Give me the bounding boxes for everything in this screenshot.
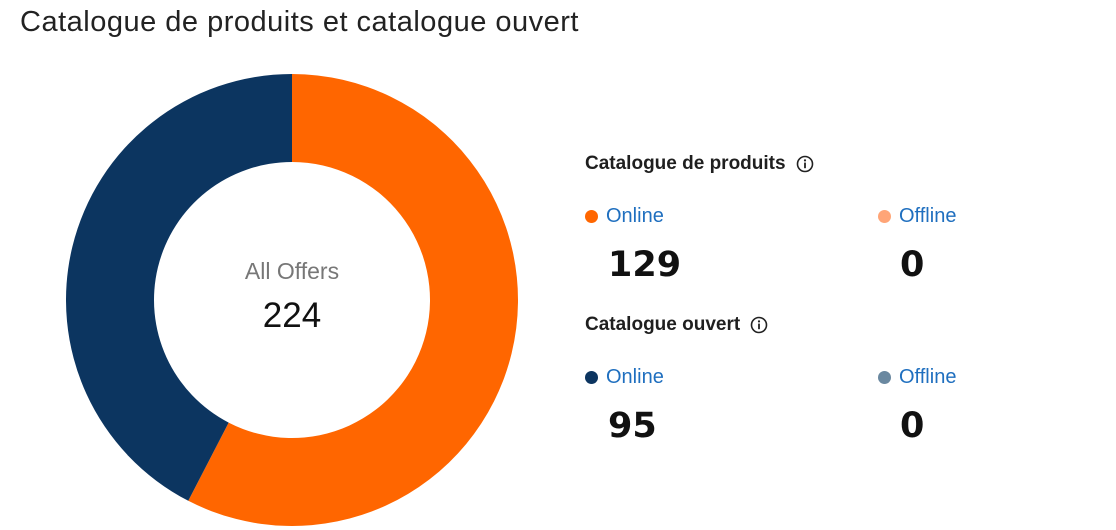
section-title-catalogue-produits: Catalogue de produits bbox=[585, 153, 814, 175]
donut-slice-catalogue-ouvert[interactable] bbox=[66, 74, 292, 501]
legend-label: Offline bbox=[899, 205, 957, 227]
legend-ouvert-offline[interactable]: Offline bbox=[878, 366, 956, 389]
donut-center-label: All Offers bbox=[244, 258, 340, 284]
legend-ouvert-online[interactable]: Online bbox=[585, 366, 664, 389]
legend-label: Offline bbox=[899, 366, 957, 388]
stat-ouvert-offline-value: 0 bbox=[900, 406, 925, 446]
dot-icon bbox=[585, 371, 598, 384]
donut-slice-catalogue-de-produits[interactable] bbox=[188, 74, 518, 526]
donut-center-value: 224 bbox=[262, 296, 322, 335]
legend-label: Online bbox=[606, 205, 664, 227]
legend-produits-online[interactable]: Online bbox=[585, 205, 664, 228]
info-icon[interactable] bbox=[796, 155, 814, 173]
legend-produits-offline[interactable]: Offline bbox=[878, 205, 956, 228]
dot-icon bbox=[878, 371, 891, 384]
stat-produits-online-value: 129 bbox=[608, 245, 682, 285]
section-title-label: Catalogue ouvert bbox=[585, 314, 741, 335]
info-icon[interactable] bbox=[750, 316, 768, 334]
dot-icon bbox=[585, 210, 598, 223]
stat-ouvert-online-value: 95 bbox=[608, 406, 657, 446]
section-title-catalogue-ouvert: Catalogue ouvert bbox=[585, 314, 768, 336]
dot-icon bbox=[878, 210, 891, 223]
stat-produits-offline-value: 0 bbox=[900, 245, 925, 285]
section-title-label: Catalogue de produits bbox=[585, 153, 786, 174]
legend-label: Online bbox=[606, 366, 664, 388]
page-title: Catalogue de produits et catalogue ouver… bbox=[20, 6, 579, 38]
donut-chart-svg bbox=[66, 74, 518, 526]
donut-chart[interactable] bbox=[66, 74, 518, 526]
